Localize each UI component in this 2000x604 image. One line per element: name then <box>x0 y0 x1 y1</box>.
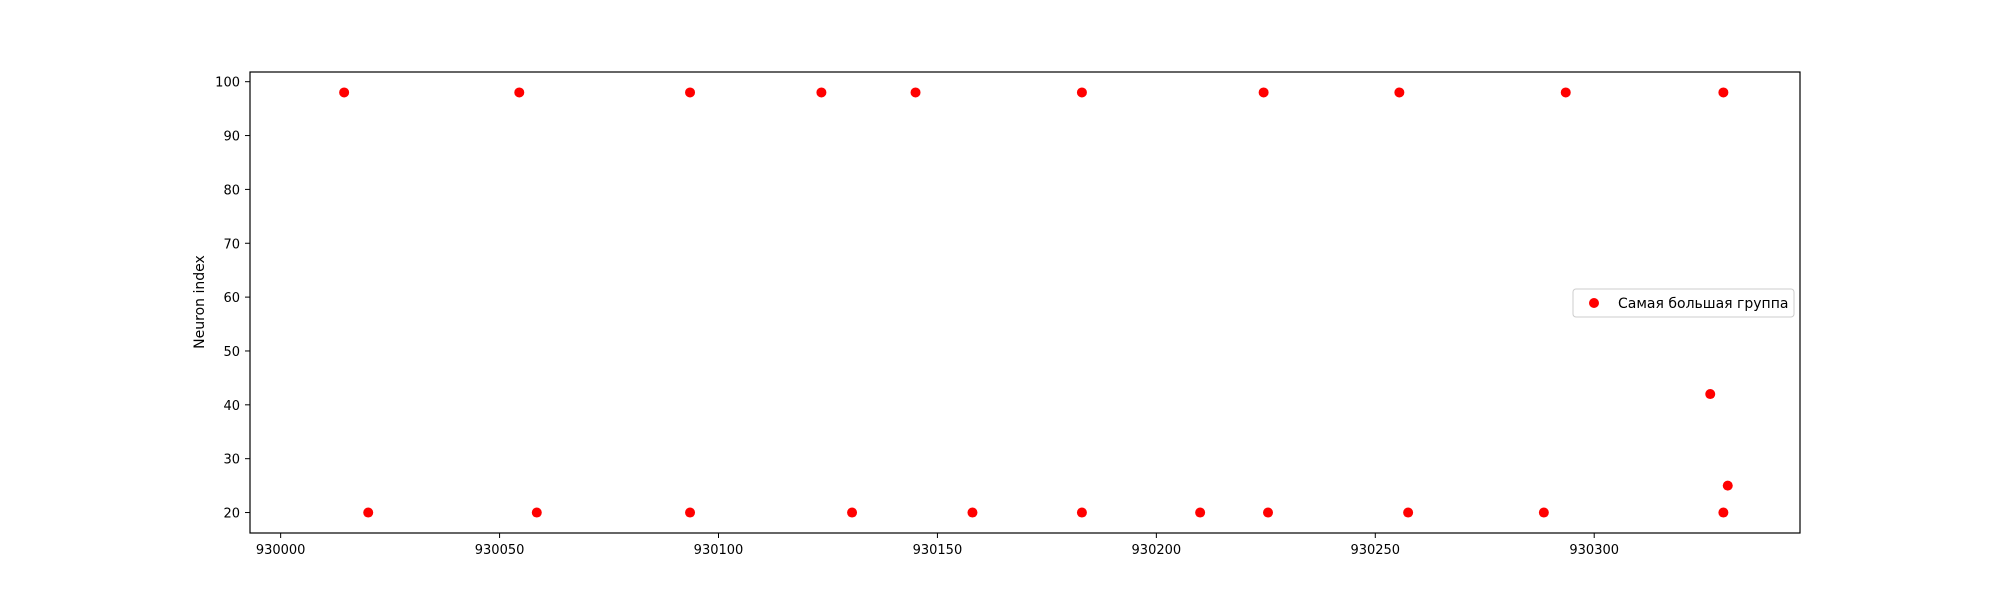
data-point <box>847 507 858 518</box>
data-point <box>816 87 827 98</box>
data-point <box>1258 87 1269 98</box>
data-point <box>1263 507 1274 518</box>
data-point <box>685 87 696 98</box>
x-tick-label: 930150 <box>913 543 963 558</box>
y-axis: 20 30 40 50 60 70 80 90 100 <box>215 76 250 522</box>
legend-label: Самая большая группа <box>1618 296 1788 312</box>
data-point <box>1718 507 1729 518</box>
data-point <box>1076 87 1087 98</box>
data-point <box>685 507 696 518</box>
data-point <box>514 87 525 98</box>
x-tick-label: 930250 <box>1350 543 1400 558</box>
x-tick-label: 930300 <box>1569 543 1619 558</box>
data-point <box>1722 480 1733 491</box>
y-axis-label: Neuron index <box>192 255 208 349</box>
data-point <box>1560 87 1571 98</box>
y-tick-label: 100 <box>215 76 240 91</box>
data-point <box>339 87 350 98</box>
data-point <box>1705 389 1716 400</box>
data-point <box>531 507 542 518</box>
y-tick-label: 50 <box>223 345 240 360</box>
x-tick-label: 930200 <box>1132 543 1182 558</box>
x-tick-label: 930100 <box>694 543 744 558</box>
y-tick-label: 70 <box>223 237 240 252</box>
legend: Самая большая группа <box>1572 288 1795 318</box>
data-point <box>967 507 978 518</box>
data-point <box>1394 87 1405 98</box>
y-tick-label: 90 <box>223 130 240 145</box>
x-tick-label: 930000 <box>256 543 306 558</box>
data-point <box>1718 87 1729 98</box>
data-point <box>910 87 921 98</box>
data-point <box>1195 507 1206 518</box>
x-tick-label: 930050 <box>475 543 525 558</box>
data-point <box>1403 507 1414 518</box>
legend-marker <box>1589 298 1599 308</box>
y-tick-label: 20 <box>223 507 240 522</box>
y-tick-label: 80 <box>223 183 240 198</box>
x-axis: 930000 930050 930100 930150 930200 930250 9303… <box>256 533 1619 558</box>
axes-frame <box>249 71 1801 534</box>
data-point <box>1538 507 1549 518</box>
points-layer <box>339 87 1733 518</box>
data-point <box>363 507 374 518</box>
data-point <box>1076 507 1087 518</box>
y-tick-label: 30 <box>223 453 240 468</box>
y-tick-label: 40 <box>223 399 240 414</box>
legend-box <box>1572 288 1795 318</box>
y-tick-label: 60 <box>223 291 240 306</box>
